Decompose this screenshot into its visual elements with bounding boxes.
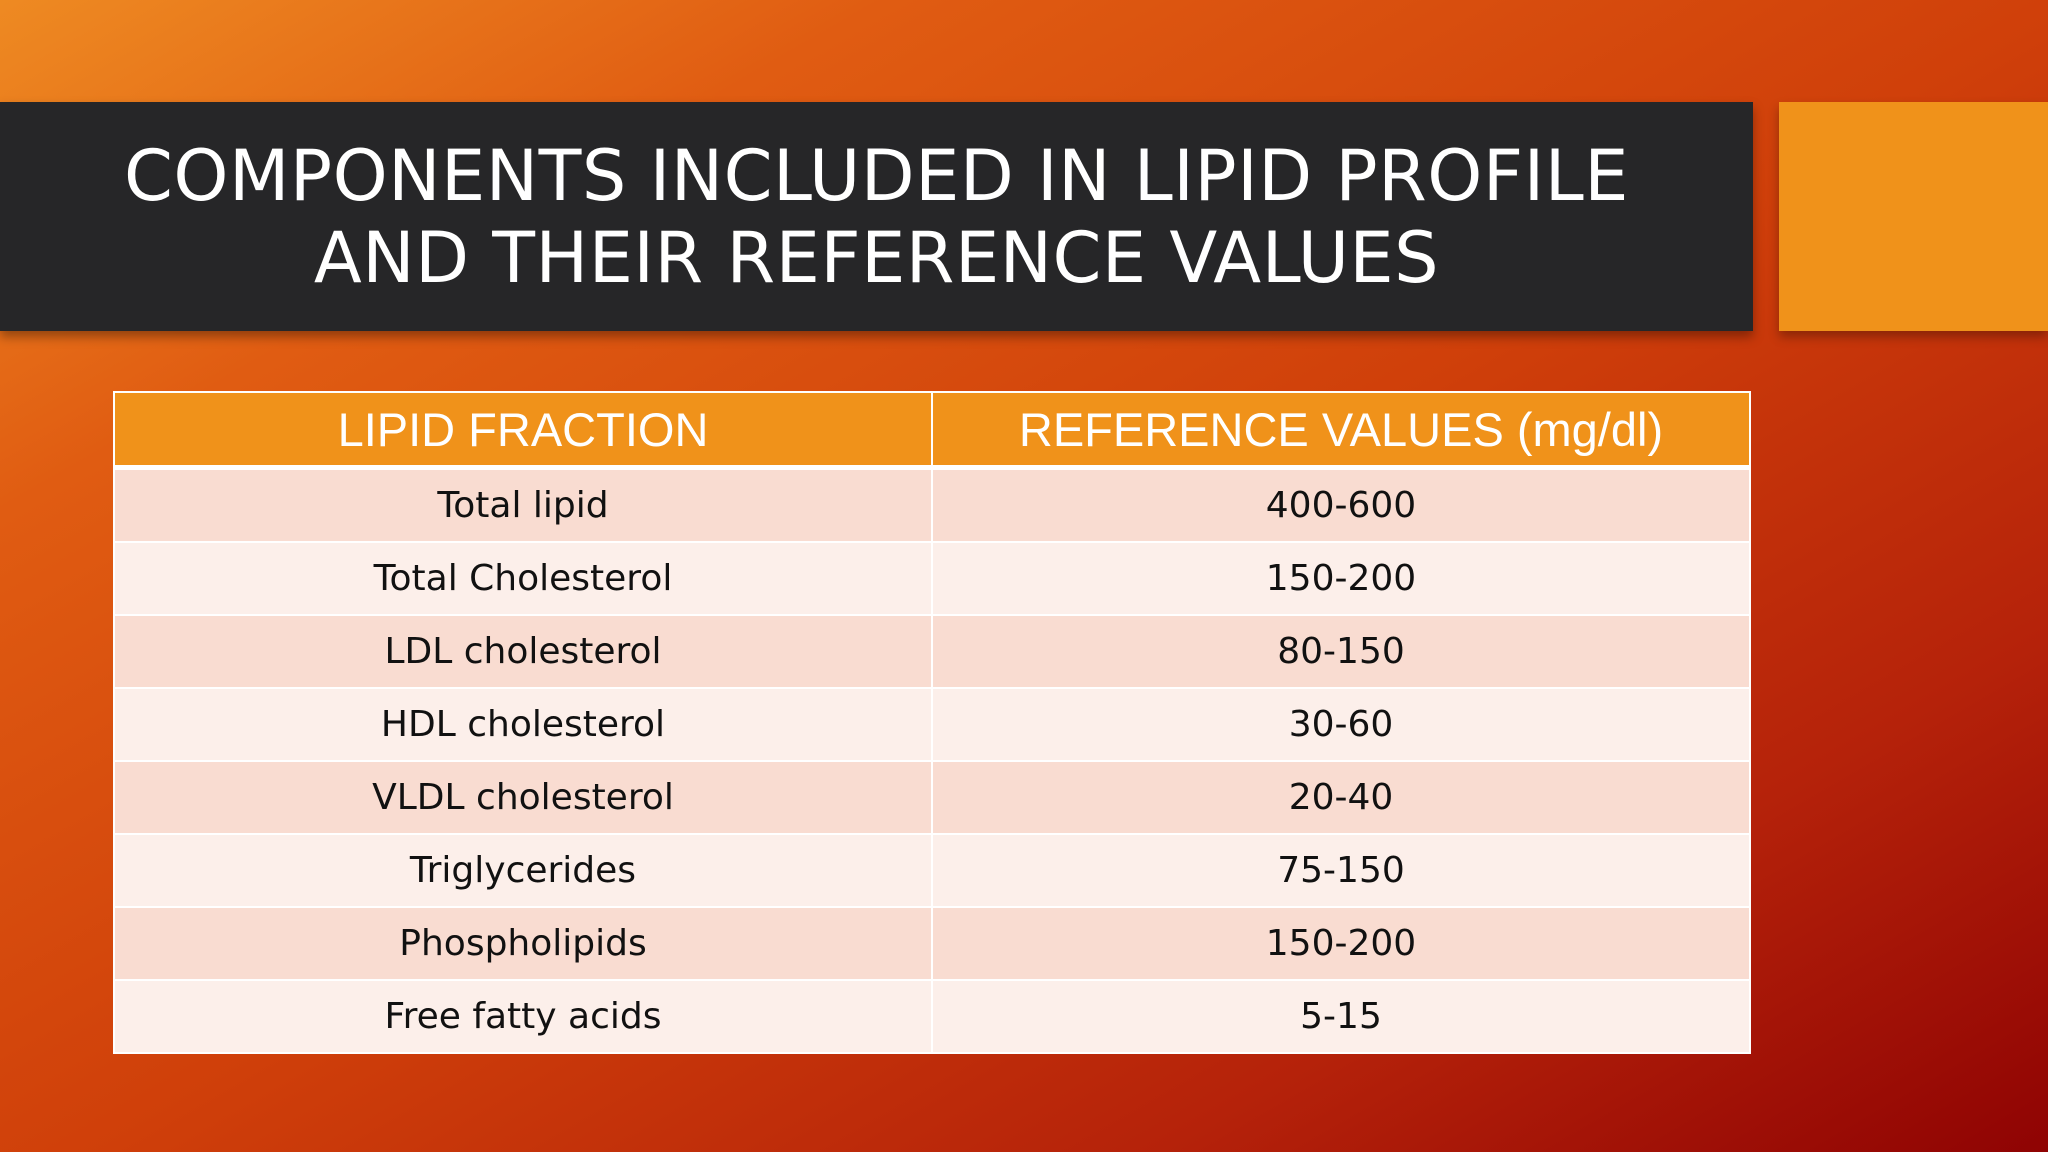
- slide-title: COMPONENTS INCLUDED IN LIPID PROFILE AND…: [124, 134, 1629, 299]
- lipid-fraction-cell: Free fatty acids: [113, 979, 933, 1054]
- lipid-fraction-cell: Total Cholesterol: [113, 541, 933, 616]
- reference-value-cell: 150-200: [931, 541, 1751, 616]
- lipid-table-container: LIPID FRACTION REFERENCE VALUES (mg/dl) …: [113, 391, 1751, 1054]
- reference-value-cell: 5-15: [931, 979, 1751, 1054]
- lipid-fraction-cell: Triglycerides: [113, 833, 933, 908]
- lipid-profile-table: LIPID FRACTION REFERENCE VALUES (mg/dl) …: [113, 391, 1751, 1054]
- lipid-fraction-cell: Phospholipids: [113, 906, 933, 981]
- table-header-row: LIPID FRACTION REFERENCE VALUES (mg/dl): [113, 391, 1751, 470]
- lipid-fraction-cell: Total lipid: [113, 466, 933, 543]
- header-lipid-fraction: LIPID FRACTION: [113, 391, 933, 470]
- reference-value-cell: 400-600: [931, 466, 1751, 543]
- reference-value-cell: 20-40: [931, 760, 1751, 835]
- lipid-fraction-cell: LDL cholesterol: [113, 614, 933, 689]
- table-row: Total Cholesterol 150-200: [113, 541, 1751, 616]
- table-row: Free fatty acids 5-15: [113, 979, 1751, 1054]
- reference-value-cell: 150-200: [931, 906, 1751, 981]
- table-row: HDL cholesterol 30-60: [113, 687, 1751, 762]
- table-row: Total lipid 400-600: [113, 466, 1751, 543]
- table-row: LDL cholesterol 80-150: [113, 614, 1751, 689]
- lipid-fraction-cell: VLDL cholesterol: [113, 760, 933, 835]
- table-row: VLDL cholesterol 20-40: [113, 760, 1751, 835]
- title-bar: COMPONENTS INCLUDED IN LIPID PROFILE AND…: [0, 102, 1753, 331]
- reference-value-cell: 30-60: [931, 687, 1751, 762]
- reference-value-cell: 80-150: [931, 614, 1751, 689]
- accent-square: [1779, 102, 2048, 331]
- header-reference-values: REFERENCE VALUES (mg/dl): [931, 391, 1751, 470]
- lipid-fraction-cell: HDL cholesterol: [113, 687, 933, 762]
- reference-value-cell: 75-150: [931, 833, 1751, 908]
- table-row: Triglycerides 75-150: [113, 833, 1751, 908]
- table-row: Phospholipids 150-200: [113, 906, 1751, 981]
